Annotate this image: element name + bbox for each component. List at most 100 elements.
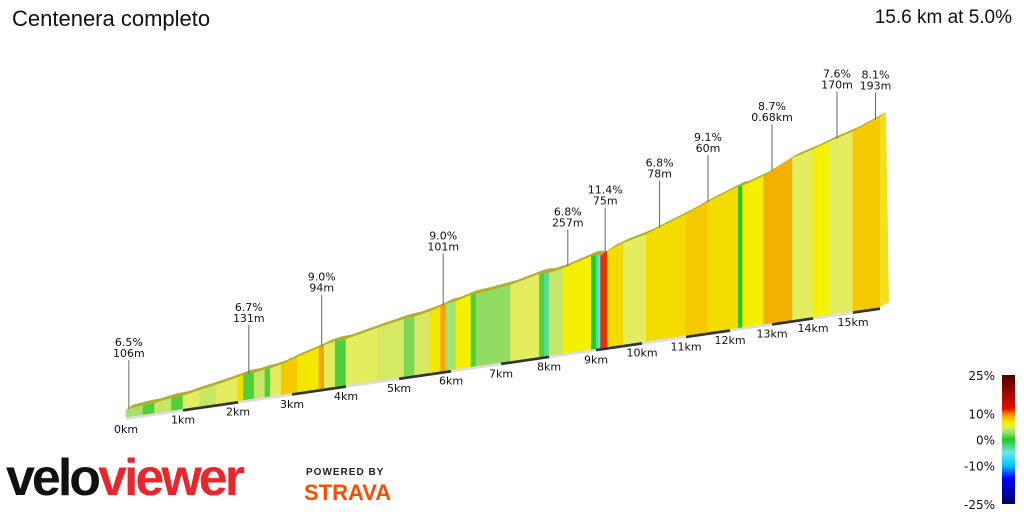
legend-label: 25% (968, 369, 995, 383)
grade-segment (607, 242, 624, 348)
annotation-length: 78m (647, 168, 672, 181)
x-tick-label: 0km (114, 423, 138, 436)
grade-segment (445, 300, 457, 371)
annotation-length: 106m (113, 347, 145, 360)
veloviewer-logo: veloviewer (6, 449, 245, 507)
annotation-length: 60m (696, 142, 721, 155)
grade-segment (470, 293, 477, 368)
legend-label: 10% (968, 408, 995, 422)
annotation-length: 257m (552, 216, 584, 229)
km-band (852, 307, 881, 314)
grade-segment (597, 255, 601, 349)
grade-segment (440, 303, 447, 372)
annotation-grade: 9.0% (429, 230, 457, 243)
annotation-length: 75m (593, 195, 618, 208)
grade-segment (539, 272, 545, 358)
grade-segment (270, 364, 282, 397)
x-tick-label: 6km (439, 375, 463, 388)
annotation-length: 101m (427, 241, 459, 254)
grade-segment (600, 250, 608, 349)
grade-segment (792, 149, 814, 321)
grade-segment (334, 339, 347, 387)
grade-segment (543, 272, 550, 357)
x-tick-label: 15km (837, 316, 868, 329)
annotation-grade: 8.1% (862, 68, 890, 81)
annotation-grade: 6.8% (554, 205, 582, 218)
grade-segment (646, 213, 687, 342)
annotation-grade: 9.1% (694, 131, 722, 144)
grade-segment (595, 255, 599, 349)
grade-segment (763, 157, 793, 325)
grade-segment (171, 395, 184, 411)
grade-segment (324, 341, 336, 389)
x-tick-label: 7km (489, 367, 513, 380)
grade-segment (812, 141, 830, 318)
legend-colorbar (1002, 375, 1015, 504)
grade-segment (685, 201, 709, 336)
route-title: Centenera completo (12, 6, 211, 31)
grade-segment (414, 310, 431, 376)
logo-velo: velo (6, 449, 101, 507)
grade-segment (590, 255, 597, 350)
annotation-grade: 6.5% (115, 336, 143, 349)
x-tick-label: 3km (280, 398, 304, 411)
annotation-grade: 7.6% (823, 68, 851, 81)
grade-segment (264, 368, 271, 398)
km-band (291, 384, 347, 396)
x-tick-label: 11km (670, 340, 701, 353)
x-tick-label: 14km (797, 322, 828, 335)
km-band (398, 369, 452, 381)
annotation-grade: 8.7% (758, 100, 786, 113)
annotation-length: 0.68km (751, 111, 793, 124)
annotation-grade: 9.0% (308, 271, 336, 284)
x-tick-label: 2km (226, 406, 250, 419)
km-band (500, 355, 550, 366)
grade-segment (707, 186, 739, 333)
strava-logo: STRAVA (304, 480, 392, 505)
grade-segment (852, 116, 881, 312)
route-summary: 15.6 km at 5.0% (874, 7, 1012, 28)
km-band (182, 400, 239, 412)
powered-by-label: POWERED BY (306, 467, 385, 478)
grade-segment (243, 372, 255, 401)
annotation-length: 193m (860, 79, 892, 92)
annotation-length: 170m (821, 79, 853, 92)
grade-segment (318, 344, 325, 390)
legend-label: -10% (964, 459, 995, 473)
legend-label: 0% (976, 434, 995, 448)
grade-segment (403, 316, 415, 377)
km-band (685, 328, 731, 339)
annotation-grade: 6.8% (646, 157, 674, 170)
grade-segment (475, 284, 511, 367)
km-band (771, 316, 814, 326)
annotation-length: 94m (309, 282, 334, 295)
x-tick-label: 12km (714, 334, 745, 347)
x-tick-label: 1km (171, 414, 195, 427)
grade-segment (253, 369, 266, 399)
x-tick-label: 13km (756, 328, 787, 341)
legend-label: -25% (964, 498, 995, 512)
x-tick-label: 5km (387, 382, 411, 395)
km-band (595, 341, 643, 352)
x-tick-label: 10km (626, 347, 657, 360)
grade-segment (510, 273, 540, 362)
x-tick-label: 8km (537, 360, 561, 373)
x-tick-label: 4km (334, 390, 358, 403)
grade-segment (738, 185, 743, 328)
grade-segment (142, 403, 155, 415)
grade-segment (562, 255, 592, 354)
profile-end-face (880, 111, 889, 307)
grade-segment (455, 294, 472, 370)
x-tick-label: 9km (584, 353, 608, 366)
grade-segment (429, 306, 441, 373)
grade-segment (377, 318, 405, 381)
logo-viewer: viewer (98, 449, 245, 507)
annotation-length: 131m (233, 312, 265, 325)
grade-segment (237, 374, 244, 402)
annotation-grade: 11.4% (588, 184, 623, 197)
annotation-grade: 6.7% (235, 301, 263, 314)
grade-segment (623, 233, 647, 345)
grade-segment (828, 131, 854, 315)
grade-segment (548, 268, 564, 356)
